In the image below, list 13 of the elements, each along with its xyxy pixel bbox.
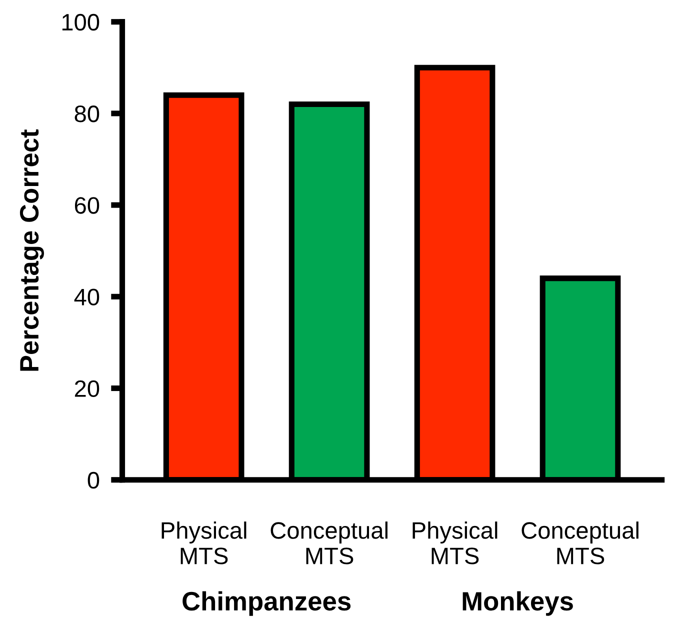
y-tick-label: 40 [74,288,100,306]
y-tick-label: 0 [88,472,100,489]
x-tick-label: Conceptual MTS [270,522,388,564]
text: Monkeys [462,591,573,616]
y-axis-title: Percentage Correct [20,129,44,371]
y-tick-label: 60 [74,197,100,214]
y-tick-label: 20 [74,380,100,398]
x-tick-label: Physical MTS [412,522,498,564]
y-tick-label: 100 [62,14,100,31]
x-tick-label: Conceptual MTS [522,522,638,564]
text: Chimpanzees [182,591,351,616]
y-tick-label: 80 [74,106,100,122]
x-tick-label: Physical MTS [162,522,246,564]
